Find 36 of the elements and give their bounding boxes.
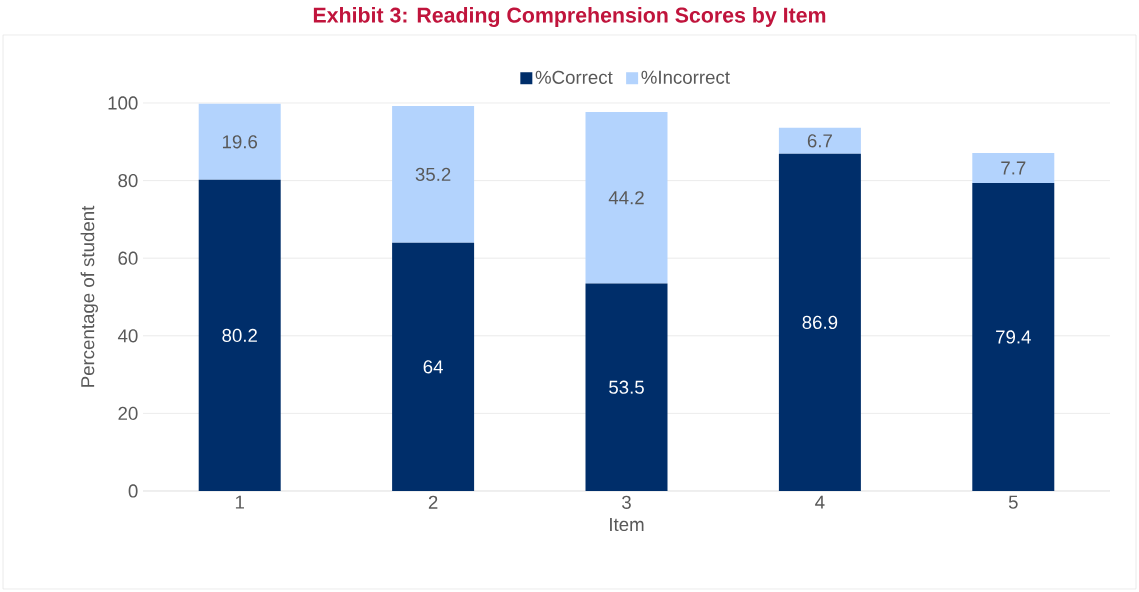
y-tick-label: 60 bbox=[118, 251, 138, 265]
bar bbox=[392, 242, 475, 491]
y-tick-label: 100 bbox=[108, 96, 138, 110]
y-axis-title: Percentage of student bbox=[80, 205, 98, 387]
bar bbox=[198, 179, 281, 491]
y-tick-label: 0 bbox=[128, 484, 138, 498]
data-label: 7.7 bbox=[1001, 161, 1026, 175]
data-label: 86.9 bbox=[802, 315, 838, 330]
data-label: 6.7 bbox=[807, 134, 832, 148]
x-tick-label: 4 bbox=[815, 495, 825, 509]
x-tick-label: 1 bbox=[235, 495, 244, 509]
legend-label: %Incorrect bbox=[641, 70, 730, 84]
bar bbox=[972, 153, 1055, 183]
data-label: 79.4 bbox=[996, 330, 1031, 344]
data-label: 19.6 bbox=[222, 135, 258, 149]
y-tick-label: 20 bbox=[118, 406, 138, 420]
bar bbox=[585, 283, 668, 491]
chart-title: Exhibit 3: Reading Comprehension Scores by Item bbox=[313, 7, 826, 27]
x-axis-title: Item bbox=[610, 518, 644, 532]
bar bbox=[392, 106, 475, 243]
x-tick-label: 2 bbox=[428, 495, 438, 509]
legend-label: %Correct bbox=[535, 70, 613, 84]
data-label: 44.2 bbox=[608, 191, 644, 205]
data-label: 64 bbox=[423, 360, 443, 374]
x-tick-label: 3 bbox=[622, 495, 631, 509]
bar bbox=[778, 127, 861, 154]
data-label: 53.5 bbox=[609, 380, 644, 394]
y-tick-label: 80 bbox=[118, 173, 138, 188]
bar bbox=[198, 103, 281, 180]
bar bbox=[972, 182, 1055, 491]
x-tick-label: 5 bbox=[1008, 495, 1018, 509]
bar bbox=[778, 153, 861, 491]
bar bbox=[585, 111, 668, 284]
data-label: 80.2 bbox=[222, 328, 257, 343]
y-tick-label: 40 bbox=[117, 329, 138, 343]
data-label: 35.2 bbox=[415, 167, 451, 181]
